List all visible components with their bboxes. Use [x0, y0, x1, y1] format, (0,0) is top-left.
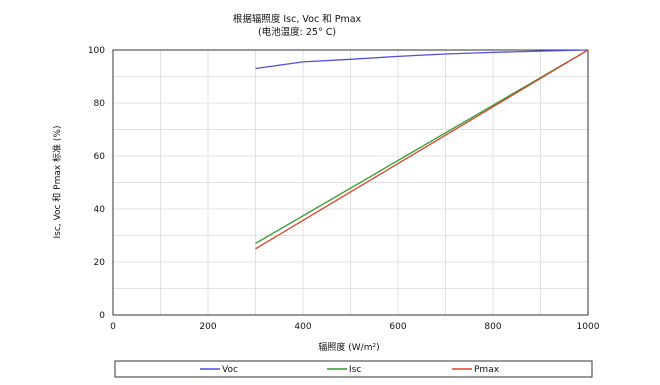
legend-label-pmax: Pmax — [474, 365, 500, 375]
y-tick-label: 40 — [94, 205, 106, 215]
grid — [113, 50, 588, 315]
y-tick-label: 100 — [88, 46, 105, 56]
legend-label-voc: Voc — [222, 365, 238, 375]
x-axis-label: 辐照度 (W/m²) — [318, 341, 379, 353]
series-lines — [255, 49, 589, 250]
x-tick-label: 0 — [110, 322, 116, 332]
y-axis-label: Isc, Voc 和 Pmax 标准 (%) — [51, 126, 63, 239]
series-line-pmax — [255, 49, 589, 250]
x-tick-label: 200 — [199, 322, 216, 332]
chart-title: 根据辐照度 Isc, Voc 和 Pmax — [233, 13, 362, 25]
y-tick-label: 60 — [94, 152, 106, 162]
legend-label-isc: Isc — [349, 365, 361, 375]
x-tick-label: 600 — [389, 322, 406, 332]
x-tick-label: 400 — [294, 322, 311, 332]
chart-subtitle: (电池温度: 25° C) — [258, 26, 336, 38]
legend: Voc Isc Pmax — [200, 365, 500, 375]
tick-labels: 0 200 400 600 800 1000 0 20 40 60 80 100 — [88, 46, 600, 332]
y-tick-label: 20 — [94, 258, 106, 268]
x-tick-label: 800 — [484, 322, 501, 332]
y-tick-label: 80 — [94, 99, 106, 109]
y-tick-label: 0 — [99, 311, 105, 321]
x-tick-label: 1000 — [577, 322, 600, 332]
series-line-isc — [255, 49, 589, 244]
series-line-voc — [255, 49, 589, 70]
legend-box — [114, 360, 593, 378]
plot-area-border — [112, 49, 589, 316]
